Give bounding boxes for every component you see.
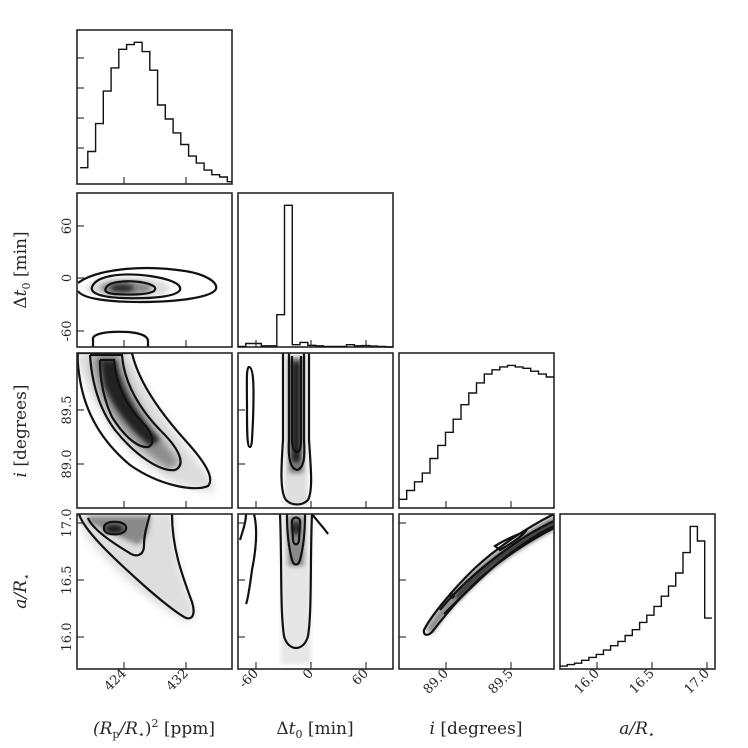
panel-rp-vs-ar [76, 513, 233, 670]
contour-middle [86, 514, 152, 557]
contour-middle [439, 519, 554, 615]
contour-dot [449, 593, 455, 599]
panel-frame [237, 352, 394, 509]
x-tick-label-rp-432: 432 [164, 666, 192, 694]
contour-inner [493, 529, 529, 552]
panel-hist-rp [76, 29, 233, 185]
contour-middle [88, 353, 182, 472]
panel-frame [76, 513, 233, 670]
histogram-rp-line [80, 41, 232, 183]
contour-left [244, 514, 258, 605]
y-tick-label-dt-60: 60 [60, 218, 75, 235]
density-blob [110, 284, 134, 292]
contour-lower [91, 330, 150, 347]
panel-hist-ar [559, 513, 716, 670]
contour-left-top [238, 514, 248, 541]
contour-right [311, 514, 329, 535]
density-blob [104, 524, 124, 534]
y-axis-label-inc: i [degrees] [11, 385, 31, 478]
density-blob [292, 521, 300, 535]
contour-middle [90, 273, 182, 300]
panel-hist-dt [237, 192, 394, 348]
density-blob [292, 362, 300, 462]
histogram-dt-line [238, 204, 393, 348]
contour-outer [77, 514, 195, 620]
contour-inner [98, 358, 154, 449]
density-rp-inc [77, 353, 215, 492]
x-tick-label-ar-16.5: 16.5 [627, 666, 658, 697]
panel-frame [559, 513, 716, 670]
contour-outer [77, 353, 212, 490]
x-tick-label-rp-424: 424 [102, 666, 130, 694]
y-tick-label-inc-89.0: 89.0 [60, 450, 75, 479]
panel-frame [398, 352, 555, 509]
panel-frame [76, 29, 233, 185]
x-tick-label-inc-89.5: 89.5 [486, 666, 517, 697]
contour-outer [278, 514, 314, 650]
y-tick-labels: 60 0 -60 89.5 89.0 17.0 16.5 16.0 [60, 218, 75, 652]
panel-frame [76, 352, 233, 509]
contour-inner [102, 520, 128, 536]
contour-outer [280, 353, 313, 506]
histogram-inc-line [399, 364, 554, 500]
histogram-ar-line [560, 525, 712, 667]
x-axis-label-dt: Δt0 [min] [276, 719, 353, 741]
panel-frame [237, 513, 394, 670]
density-rp-ar [77, 514, 196, 621]
density-dt-inc [245, 353, 313, 506]
panel-frame [398, 513, 555, 670]
panel-frame [76, 192, 233, 348]
x-axis-label-ar: a/R⋆ [619, 719, 655, 741]
density-rp-dt [77, 266, 218, 347]
panel-frame [237, 192, 394, 348]
contour-middle [285, 514, 307, 566]
density-blob [455, 521, 554, 600]
panel-dt-vs-ar [237, 513, 394, 670]
y-tick-label-ar-16.0: 16.0 [60, 623, 75, 652]
contour-outer [77, 266, 218, 304]
x-axis-label-rp: (Rp/R⋆)2 [ppm] [93, 717, 215, 741]
x-tick-label-dt-neg60: -60 [236, 666, 261, 691]
panel-dt-vs-inc [237, 352, 394, 509]
x-tick-labels: 424 432 -60 0 60 89.0 89.5 16.0 16.5 17.… [102, 666, 713, 697]
panel-hist-inc [398, 352, 555, 509]
contour-left [245, 365, 255, 449]
contour-inner [104, 280, 157, 296]
y-tick-label-inc-89.5: 89.5 [60, 396, 75, 425]
density-blob [77, 514, 196, 621]
x-tick-label-ar-17.0: 17.0 [682, 666, 713, 697]
y-axis-label-dt: Δt0 [min] [11, 231, 33, 308]
y-tick-label-ar-16.5: 16.5 [60, 566, 75, 595]
contour-middle [287, 353, 306, 472]
y-tick-label-dt-0: 0 [60, 274, 75, 282]
contour-outer [422, 514, 554, 636]
y-axis-label-ar: a/R⋆ [11, 573, 33, 609]
density-inc-ar [422, 514, 554, 636]
panel-rp-vs-inc [76, 352, 233, 509]
axis-labels: (Rp/R⋆)2 [ppm] Δt0 [min] i [degrees] a/R… [11, 231, 655, 741]
x-tick-label-inc-89.0: 89.0 [421, 666, 452, 697]
panel-inc-vs-ar [398, 513, 555, 670]
contour-inner [290, 356, 303, 454]
y-tick-label-ar-17.0: 17.0 [60, 509, 75, 538]
contour-inner [290, 516, 302, 546]
x-tick-label-ar-16.0: 16.0 [572, 666, 603, 697]
density-dt-ar [238, 514, 329, 664]
x-axis-label-inc: i [degrees] [430, 719, 523, 739]
y-tick-label-dt-neg60: -60 [60, 321, 75, 342]
panel-rp-vs-dt [76, 192, 233, 348]
